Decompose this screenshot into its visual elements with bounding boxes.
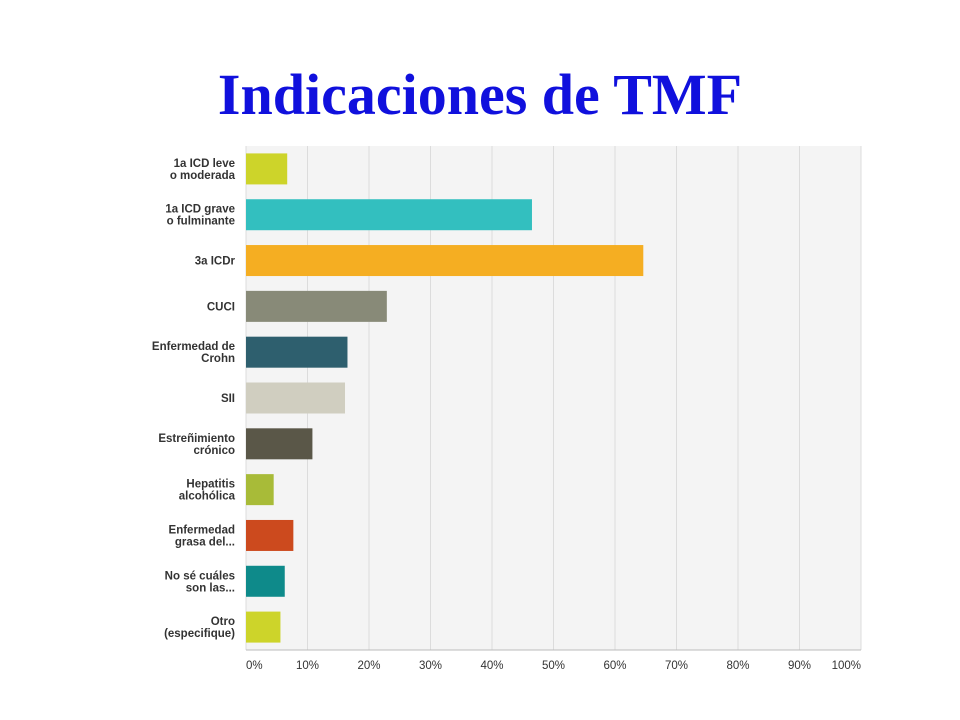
x-tick-label: 30%: [419, 660, 442, 672]
bar: [246, 565, 285, 597]
x-tick-label: 60%: [603, 660, 626, 672]
category-label: 1a ICD leve o moderada: [170, 158, 236, 182]
bar: [246, 519, 294, 551]
category-label: Estreñimiento crónico: [158, 433, 235, 457]
x-tick-label: 100%: [832, 660, 861, 672]
x-tick-label: 40%: [480, 660, 503, 672]
category-label: Enfermedad de Crohn: [152, 341, 235, 365]
category-label: SII: [221, 393, 235, 405]
bar: [246, 428, 313, 460]
x-tick-label: 90%: [788, 660, 811, 672]
bar: [246, 290, 387, 322]
category-label: Enfermedad grasa del...: [169, 524, 235, 548]
x-tick-label: 20%: [357, 660, 380, 672]
x-tick-label: 70%: [665, 660, 688, 672]
bar: [246, 611, 281, 643]
bar: [246, 474, 274, 506]
bar: [246, 382, 346, 414]
page-title: Indicaciones de TMF: [217, 62, 743, 127]
category-label: CUCI: [207, 301, 235, 313]
category-label: 3a ICDr: [195, 256, 236, 268]
x-tick-label: 10%: [296, 660, 319, 672]
category-label: Hepatitis alcohólica: [179, 479, 236, 503]
bar: [246, 153, 288, 185]
bar: [246, 336, 348, 368]
x-tick-label: 80%: [726, 660, 749, 672]
bar: [246, 245, 644, 277]
category-label: 1a ICD grave o fulminante: [165, 204, 235, 228]
category-label: No sé cuáles son las...: [165, 570, 235, 594]
x-tick-label: 0%: [246, 660, 263, 672]
x-tick-label: 50%: [542, 660, 565, 672]
category-label: Otro (especifique): [164, 616, 235, 640]
bar: [246, 199, 532, 231]
